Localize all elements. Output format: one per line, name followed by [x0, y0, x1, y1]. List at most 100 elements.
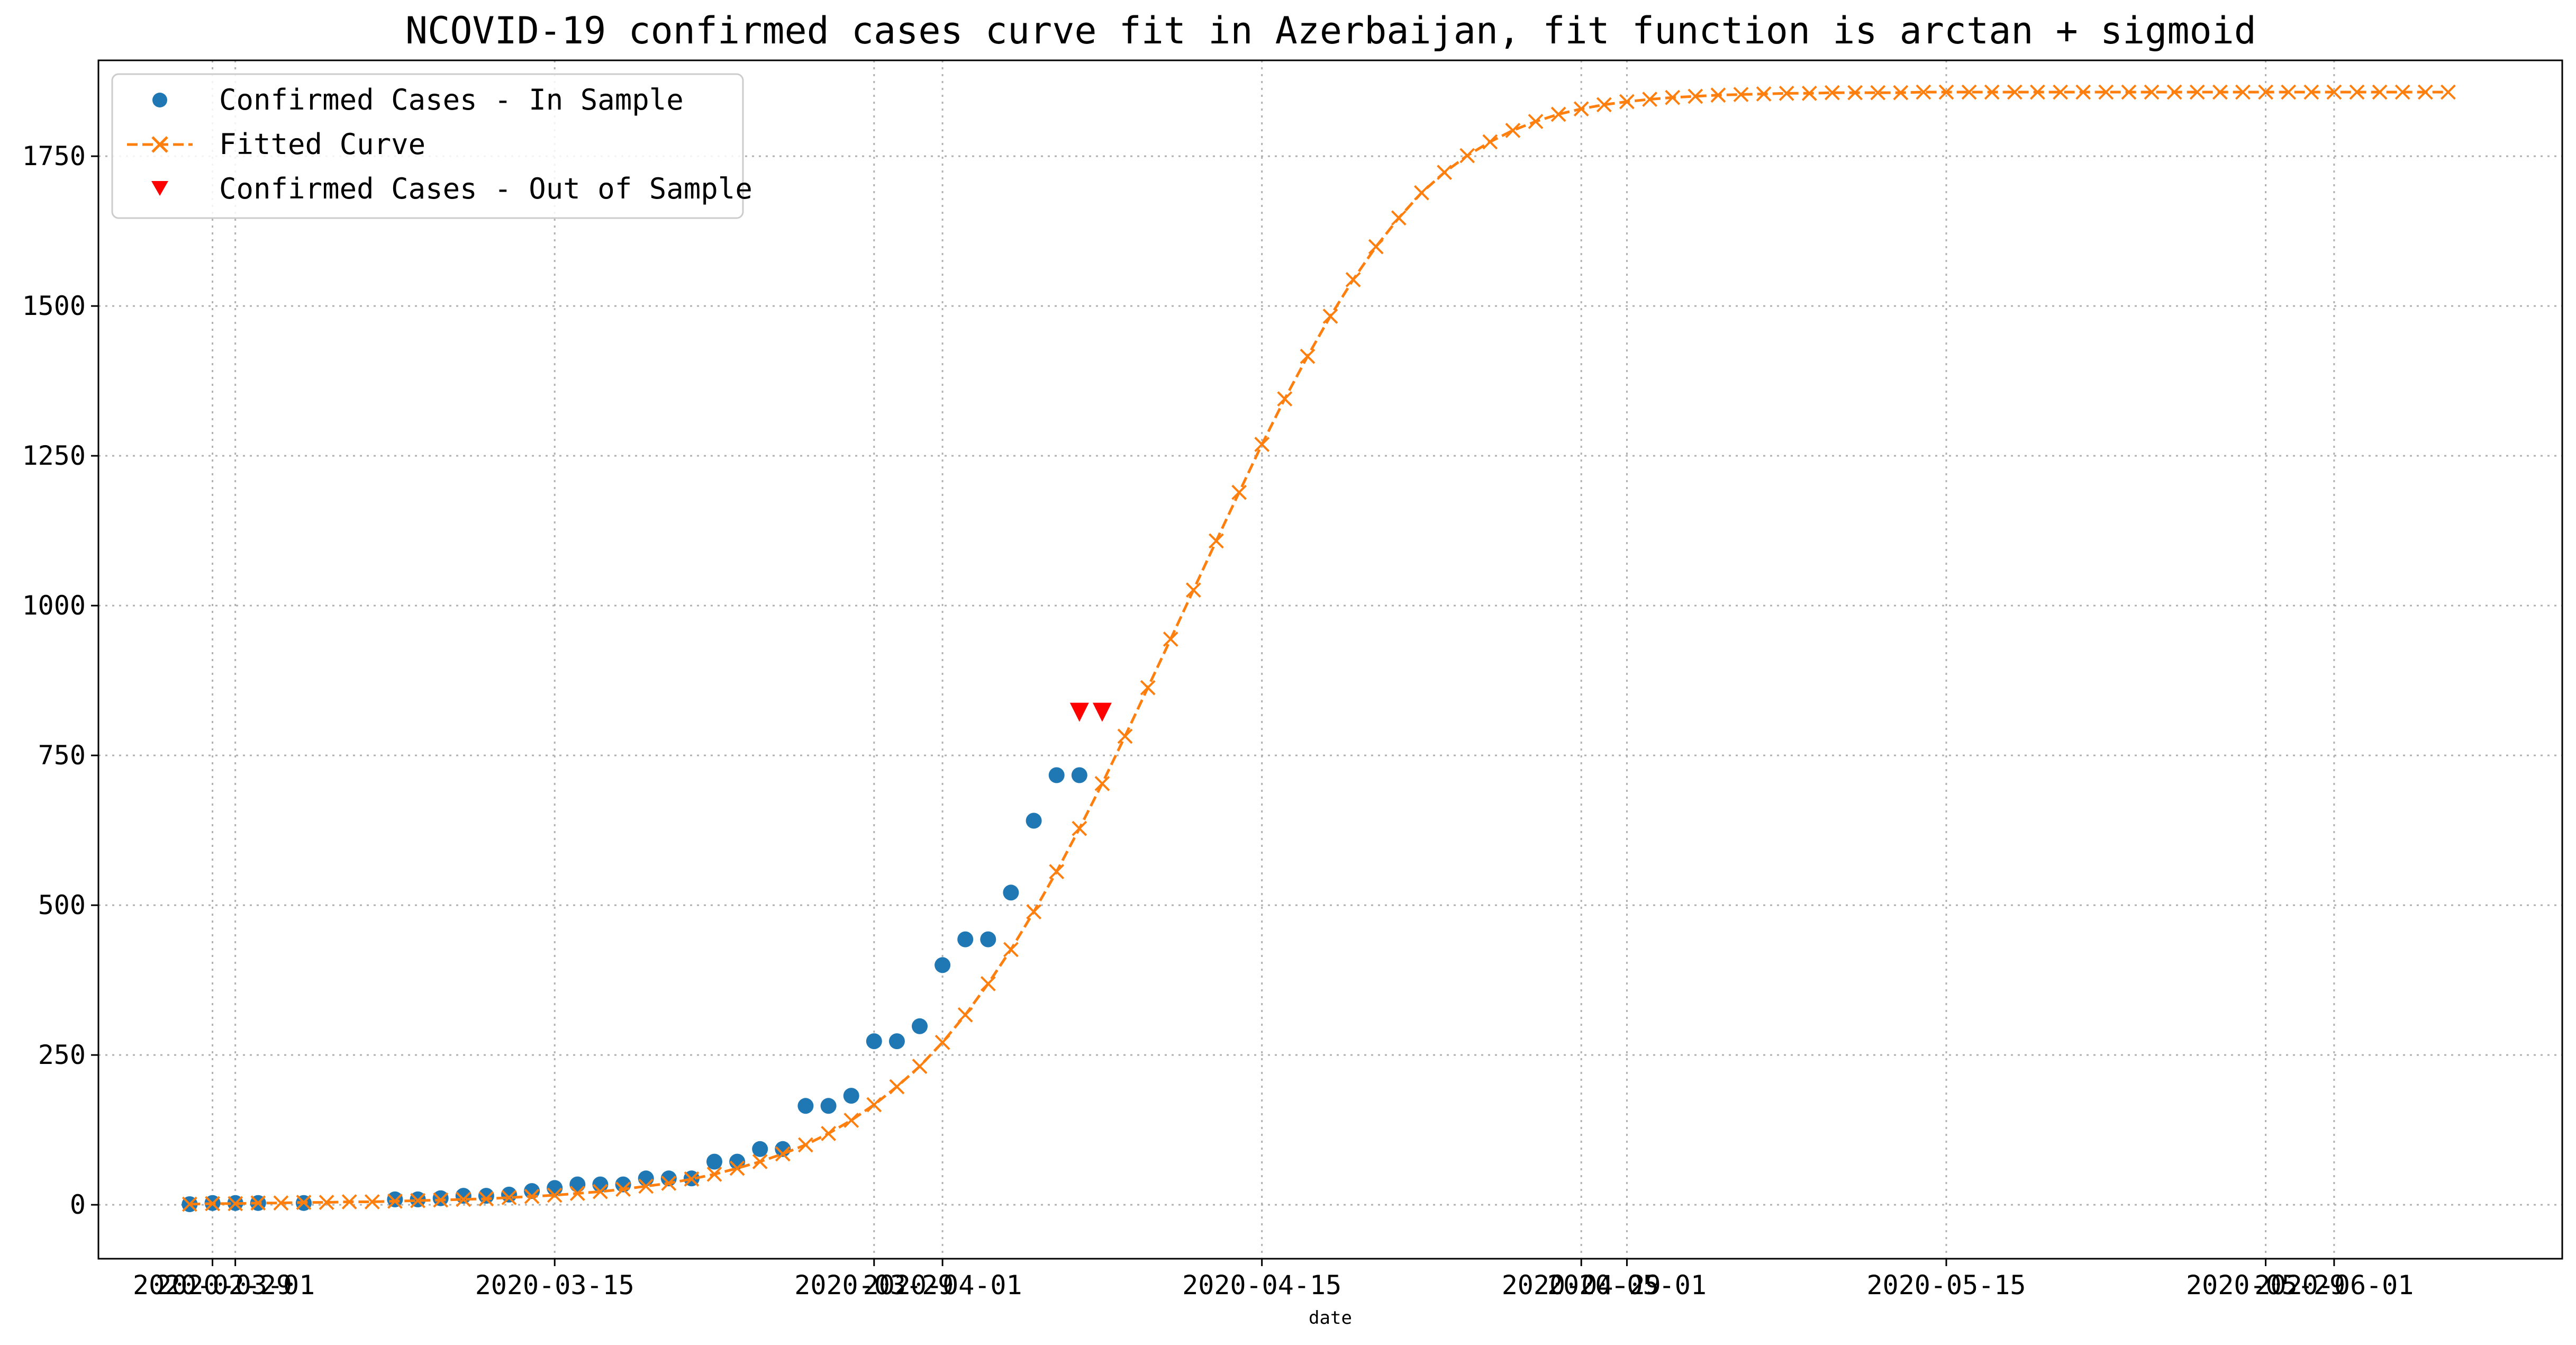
fitted-curve-marker — [1870, 85, 1886, 101]
legend-box — [111, 73, 744, 219]
fitted-curve-marker — [1482, 134, 1498, 150]
fitted-curve-marker — [2144, 84, 2160, 100]
fitted-curve-marker — [341, 1194, 357, 1209]
in-sample-point — [820, 1098, 837, 1114]
in-sample-point — [569, 1176, 586, 1193]
fitted-curve-marker — [2007, 84, 2022, 100]
fitted-curve-marker — [957, 1007, 973, 1023]
x-tick-label: 2020-06-01 — [2254, 1270, 2414, 1301]
fitted-curve-marker — [1938, 84, 1954, 100]
fitted-curve-marker — [1619, 94, 1635, 110]
fitted-curve-marker — [1300, 348, 1316, 364]
in-sample-point — [387, 1191, 403, 1207]
fitted-curve-marker — [1779, 85, 1794, 101]
fitted-curve-marker — [364, 1194, 380, 1209]
fitted-curve-marker — [1665, 89, 1681, 105]
fitted-curve-marker — [2189, 84, 2205, 100]
x-tick-label: 2020-05-29 — [2186, 1270, 2345, 1301]
fitted-curve-line — [189, 91, 2448, 1206]
y-tick-label: 500 — [38, 890, 86, 920]
in-sample-point — [1071, 767, 1087, 783]
y-tick-label: 1250 — [22, 440, 86, 471]
fitted-curve-marker — [205, 1196, 221, 1212]
fitted-curve-marker — [1688, 88, 1703, 104]
x-tick-label: 2020-04-29 — [1502, 1270, 1661, 1301]
fitted-curve-marker — [706, 1166, 722, 1182]
fitted-curve-marker — [1893, 85, 1909, 101]
legend-label-in-sample: Confirmed Cases - In Sample — [219, 83, 684, 116]
in-sample-point — [866, 1033, 882, 1050]
fitted-curve-marker — [843, 1113, 859, 1128]
fitted-curve-marker — [2075, 84, 2091, 100]
fitted-curve-marker — [1596, 97, 1612, 113]
fitted-curve-marker — [1185, 582, 1201, 598]
fitted-curve-marker — [935, 1034, 950, 1050]
fitted-curve-marker — [1573, 101, 1589, 117]
fitted-curve-marker — [2212, 84, 2228, 100]
fitted-curve-marker — [228, 1196, 243, 1212]
x-tick-label: 2020-04-15 — [1182, 1270, 1341, 1301]
in-sample-point — [1048, 767, 1065, 783]
fitted-curve-marker — [250, 1195, 266, 1211]
in-sample-point — [706, 1153, 722, 1170]
fitted-curve-marker — [2303, 84, 2319, 100]
fitted-curve-marker — [1916, 84, 1931, 100]
in-sample-point — [797, 1098, 814, 1114]
in-sample-point — [843, 1088, 859, 1104]
fitted-curve-marker — [410, 1193, 426, 1208]
fitted-curve-marker — [1026, 904, 1042, 920]
fitted-curve-marker — [2349, 84, 2365, 100]
legend-label-out-of-sample: Confirmed Cases - Out of Sample — [219, 172, 752, 205]
in-sample-point — [980, 931, 996, 947]
in-sample-point — [478, 1188, 494, 1204]
x-tick-label: 2020-02-29 — [133, 1270, 292, 1301]
fitted-curve-marker — [1094, 775, 1110, 791]
fitted-curve-marker — [889, 1079, 905, 1095]
fitted-curve-marker — [1391, 210, 1407, 226]
y-tick-label: 1500 — [22, 291, 86, 321]
y-tick-label: 1750 — [22, 141, 86, 171]
fitted-curve-marker — [1437, 165, 1453, 180]
fitted-curve-marker — [273, 1195, 289, 1211]
fitted-curve-marker — [615, 1181, 631, 1197]
in-sample-point — [912, 1018, 928, 1034]
fitted-curve-marker — [547, 1187, 563, 1203]
fitted-curve-marker — [1254, 437, 1270, 453]
fitted-curve-marker — [1231, 484, 1247, 500]
fitted-curve-marker — [2440, 84, 2456, 100]
fitted-curve-marker — [2394, 84, 2410, 100]
fitted-curve-marker — [182, 1196, 197, 1212]
x-tick-label: 2020-05-15 — [1866, 1270, 2026, 1301]
fitted-curve-marker — [1345, 272, 1361, 287]
fitted-curve-marker — [1322, 308, 1338, 324]
legend-label-fitted: Fitted Curve — [219, 128, 425, 161]
out-of-sample-point — [1092, 702, 1112, 722]
fitted-curve-marker — [1505, 122, 1521, 138]
fitted-curve-marker — [752, 1154, 768, 1170]
fitted-curve-marker — [319, 1195, 334, 1211]
legend-marker-fitted — [151, 136, 168, 153]
fitted-curve-marker — [729, 1160, 745, 1176]
x-tick-label: 2020-03-01 — [156, 1270, 315, 1301]
x-tick-label: 2020-04-01 — [863, 1270, 1022, 1301]
in-sample-point — [957, 931, 974, 947]
fitted-curve-marker — [797, 1137, 813, 1153]
fitted-curve-marker — [456, 1191, 471, 1207]
fitted-curve-marker — [1801, 85, 1817, 101]
fitted-curve-marker — [2281, 84, 2297, 100]
legend-marker-out-of-sample — [151, 181, 168, 196]
in-sample-point — [1026, 813, 1042, 829]
fitted-curve-marker — [1049, 864, 1065, 880]
fitted-curve-marker — [1208, 533, 1224, 549]
fitted-curve-marker — [1528, 114, 1544, 129]
fitted-curve-marker — [684, 1171, 700, 1187]
fitted-curve-marker — [2372, 84, 2388, 100]
fitted-curve-marker — [775, 1146, 791, 1162]
in-sample-point — [752, 1141, 768, 1157]
in-sample-point — [501, 1186, 517, 1203]
fitted-curve-marker — [592, 1184, 608, 1199]
